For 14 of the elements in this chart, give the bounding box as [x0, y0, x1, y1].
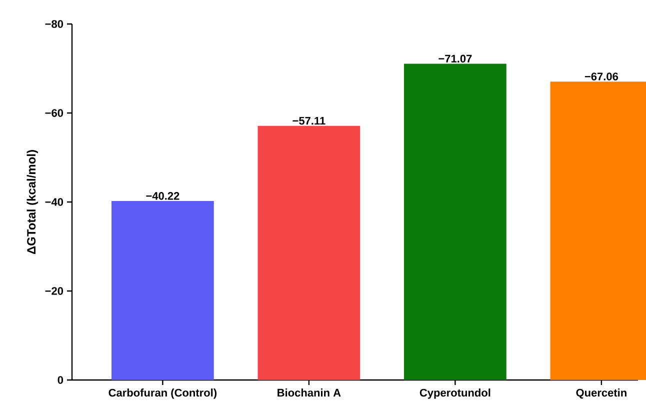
y-tick-label: −40	[45, 198, 64, 206]
data-label: −40.22	[146, 192, 180, 200]
x-tick-label: Quercetin	[576, 388, 626, 399]
y-tick-label: 0	[58, 376, 64, 384]
y-tick-label: −60	[45, 109, 64, 117]
y-axis-title: ΔGTotal (kcal/mol)	[26, 150, 38, 254]
x-tick-label: Cyperotundol	[420, 388, 490, 399]
y-tick-label: −20	[45, 287, 64, 295]
data-label: −71.07	[438, 54, 472, 63]
data-label: −67.06	[584, 72, 618, 80]
x-tick-label: Carbofuran (Control)	[108, 388, 217, 399]
data-label: −57.11	[292, 116, 326, 125]
x-tick-label: Biochanin A	[278, 388, 341, 397]
y-tick-label: −80	[45, 20, 64, 28]
